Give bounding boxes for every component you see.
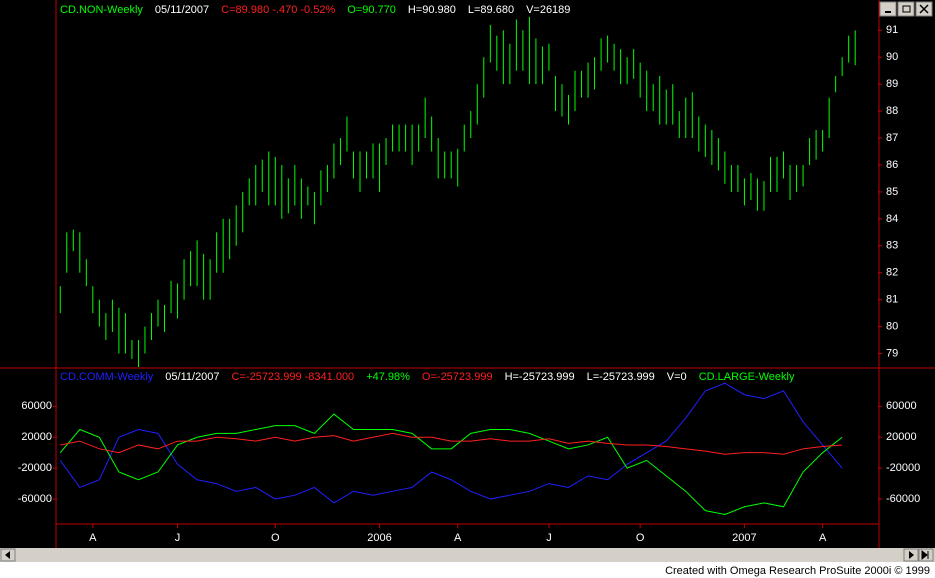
x-tick-label: 2006 (367, 532, 391, 544)
y-tick-label: -60000 (886, 493, 920, 505)
y-tick-label-left: 20000 (21, 431, 52, 443)
y-tick-label: 82 (886, 267, 898, 279)
window-controls (879, 1, 933, 17)
y-tick-label: 89 (886, 78, 898, 90)
x-tick-label: J (175, 532, 181, 544)
y-tick-label: 91 (886, 24, 898, 36)
header-field: CD.NON-Weekly (60, 4, 143, 16)
header-field: V=26189 (526, 4, 570, 16)
y-tick-label-left: 60000 (21, 400, 52, 412)
y-tick-label: 20000 (886, 431, 917, 443)
header-field: L=89.680 (468, 4, 514, 16)
y-tick-label-left: -20000 (18, 462, 52, 474)
minimize-button[interactable] (879, 1, 897, 17)
plot-background (0, 0, 935, 548)
y-tick-label: 79 (886, 347, 898, 359)
x-tick-label: O (271, 532, 280, 544)
y-tick-label: 90 (886, 51, 898, 63)
scroll-end-arrow (921, 549, 929, 561)
header-field: O=90.770 (347, 4, 396, 16)
header-field: H=90.980 (408, 4, 456, 16)
y-tick-label-left: -60000 (18, 493, 52, 505)
header-field: L=-25723.999 (587, 371, 655, 383)
x-tick-label: A (89, 532, 97, 544)
y-tick-label: 85 (886, 186, 898, 198)
y-tick-label: 81 (886, 294, 898, 306)
y-tick-label: 83 (886, 240, 898, 252)
footer-text: Created with Omega Research ProSuite 200… (665, 565, 930, 577)
y-tick-label: 86 (886, 159, 898, 171)
scroll-right-arrow (909, 551, 914, 559)
scroll-track[interactable] (0, 548, 935, 562)
series-line (60, 432, 843, 455)
scrollbar (0, 548, 935, 562)
y-tick-label: 84 (886, 213, 898, 225)
y-tick-label: 87 (886, 132, 898, 144)
series-line (59, 413, 843, 516)
y-tick-label: 80 (886, 321, 898, 333)
header-field: CD.LARGE-Weekly (699, 371, 795, 383)
header-field: +47.98% (366, 371, 410, 383)
y-tick-label: -20000 (886, 462, 920, 474)
header-field: H=-25723.999 (505, 371, 575, 383)
y-tick-label: 60000 (886, 400, 917, 412)
x-tick-label: O (636, 532, 645, 544)
restore-icon (902, 5, 911, 13)
header-field: C=89.980 -.470 -0.52% (221, 4, 335, 16)
header-field: 05/11/2007 (155, 4, 209, 16)
x-tick-label: A (454, 532, 462, 544)
y-tick-label: 88 (886, 105, 898, 117)
x-tick-label: 2007 (732, 532, 756, 544)
header-field: CD.COMM-Weekly (60, 371, 154, 383)
header-field: C=-25723.999 -8341.000 (232, 371, 355, 383)
close-icon (919, 4, 929, 14)
header-field: O=-25723.999 (422, 371, 493, 383)
x-tick-label: A (819, 532, 827, 544)
header-field: V=0 (667, 371, 687, 383)
x-tick-label: J (546, 532, 552, 544)
scroll-left-arrow (5, 551, 10, 559)
series-line (59, 382, 843, 504)
restore-button[interactable] (897, 1, 915, 17)
header-field: 05/11/2007 (165, 371, 219, 383)
